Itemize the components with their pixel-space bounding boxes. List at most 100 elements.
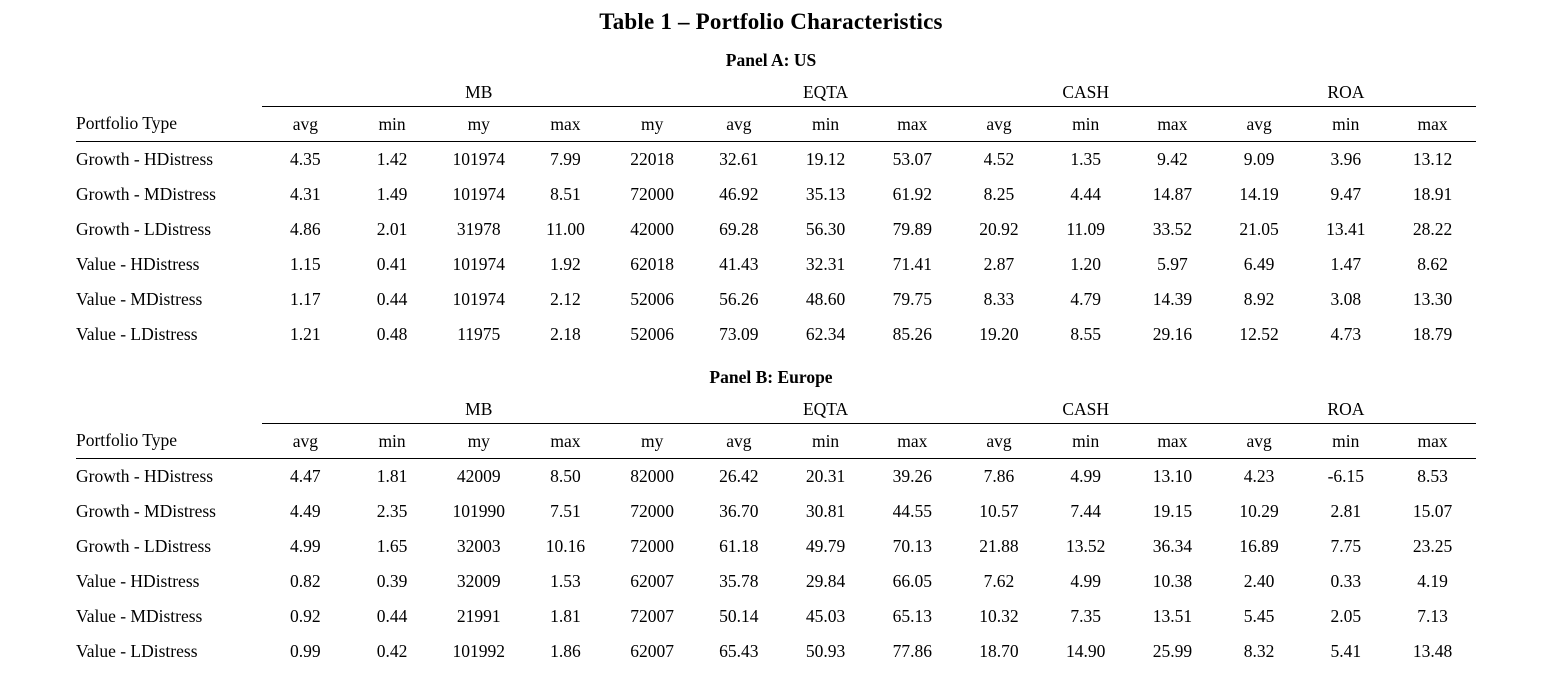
value-cell: 1.81 <box>550 606 581 626</box>
corner-cell <box>76 75 262 107</box>
column-header: min <box>1302 423 1390 459</box>
column-header: max <box>522 106 609 142</box>
value-cell: 29.16 <box>1152 324 1193 344</box>
value-cell: 101974 <box>452 184 506 204</box>
column-header: avg <box>955 423 1043 459</box>
panel-a-heading: Panel A: US <box>725 50 817 70</box>
group-header-row: MB EQTA CASH ROA <box>76 75 1476 107</box>
column-header: avg <box>262 106 349 142</box>
column-header: avg <box>695 423 783 459</box>
value-cell: 1.35 <box>1070 149 1101 169</box>
value-cell: 0.44 <box>376 289 408 309</box>
value-cell: 6.49 <box>1243 254 1275 274</box>
column-header: max <box>522 423 609 459</box>
value-cell: 2.05 <box>1330 606 1362 626</box>
value-cell: 101974 <box>452 289 506 309</box>
value-cell: 21.88 <box>979 536 1019 556</box>
value-cell: 52006 <box>630 289 675 309</box>
value-cell: 29.84 <box>805 571 846 591</box>
value-cell: 61.92 <box>892 184 932 204</box>
column-header: max <box>1389 106 1476 142</box>
value-cell: 39.26 <box>892 466 932 486</box>
column-header: avg <box>1215 106 1303 142</box>
value-cell: 20.92 <box>979 219 1019 239</box>
value-cell: 101990 <box>452 501 506 521</box>
value-cell: 8.55 <box>1070 324 1101 344</box>
column-header: min <box>782 106 869 142</box>
sub-header-row: Portfolio Type avg min my max my avg min max avg… <box>76 423 1476 459</box>
value-cell: 13.51 <box>1152 606 1193 626</box>
value-cell: 8.33 <box>983 289 1015 309</box>
portfolio-type-header: Portfolio Type <box>76 106 262 142</box>
value-cell: 50.93 <box>805 641 846 661</box>
value-cell: 14.90 <box>1065 641 1106 661</box>
value-cell: 46.92 <box>719 184 759 204</box>
value-cell: 9.47 <box>1330 184 1362 204</box>
value-cell: 13.12 <box>1412 149 1453 169</box>
value-cell: 0.48 <box>376 324 408 344</box>
group-header-mb: MB <box>262 392 696 424</box>
value-cell: 8.25 <box>983 184 1015 204</box>
value-cell: 1.49 <box>376 184 408 204</box>
value-cell: 35.78 <box>719 571 759 591</box>
value-cell: 11975 <box>457 324 501 344</box>
value-cell: 31978 <box>456 219 501 239</box>
value-cell: 4.31 <box>290 184 321 204</box>
value-cell: 4.44 <box>1070 184 1101 204</box>
column-header: max <box>868 423 956 459</box>
corner-cell <box>76 392 262 424</box>
value-cell: 9.42 <box>1157 149 1188 169</box>
value-cell: 1.86 <box>550 641 581 661</box>
value-cell: 1.42 <box>376 149 408 169</box>
value-cell: 33.52 <box>1152 219 1193 239</box>
table-row: Growth - MDistress 4.49 2.35 101990 7.51 7200… <box>76 494 1476 529</box>
portfolio-type-header: Portfolio Type <box>76 423 262 459</box>
value-cell: 53.07 <box>892 149 932 169</box>
group-header-row: MB EQTA CASH ROA <box>76 392 1476 424</box>
value-cell: 52006 <box>630 324 675 344</box>
column-header: my <box>435 423 523 459</box>
value-cell: 73.09 <box>719 324 759 344</box>
value-cell: 0.92 <box>290 606 321 626</box>
value-cell: 7.35 <box>1070 606 1101 626</box>
value-cell: 1.21 <box>290 324 321 344</box>
value-cell: 13.10 <box>1152 466 1193 486</box>
portfolio-type-cell: Value - MDistress <box>76 606 203 626</box>
value-cell: 82000 <box>630 466 675 486</box>
value-cell: 7.62 <box>983 571 1015 591</box>
value-cell: 0.41 <box>376 254 408 274</box>
value-cell: 10.57 <box>979 501 1019 521</box>
sub-header-row: Portfolio Type avg min my max my avg min max avg… <box>76 106 1476 142</box>
value-cell: 62007 <box>630 571 675 591</box>
value-cell: 13.41 <box>1326 219 1366 239</box>
value-cell: 41.43 <box>719 254 759 274</box>
value-cell: 4.19 <box>1417 571 1448 591</box>
value-cell: 77.86 <box>892 641 932 661</box>
value-cell: 101992 <box>452 641 506 661</box>
value-cell: 32003 <box>456 536 501 556</box>
value-cell: 35.13 <box>805 184 846 204</box>
column-header: my <box>608 106 696 142</box>
value-cell: 5.97 <box>1157 254 1188 274</box>
portfolio-type-cell: Growth - HDistress <box>76 149 214 169</box>
panel-b-table: MB EQTA CASH ROA Portfolio Type avg min my… <box>76 392 1476 669</box>
value-cell: 4.99 <box>1070 466 1101 486</box>
value-cell: 18.70 <box>979 641 1019 661</box>
column-header: avg <box>1215 423 1303 459</box>
value-cell: 79.75 <box>892 289 932 309</box>
value-cell: 50.14 <box>719 606 759 626</box>
group-header-roa: ROA <box>1215 75 1476 107</box>
group-header-roa: ROA <box>1215 392 1476 424</box>
value-cell: 1.20 <box>1070 254 1101 274</box>
table-row: Growth - HDistress 4.35 1.42 101974 7.99 2201… <box>76 142 1476 178</box>
portfolio-type-cell: Growth - MDistress <box>76 184 216 204</box>
value-cell: 1.47 <box>1330 254 1362 274</box>
value-cell: 14.19 <box>1239 184 1279 204</box>
value-cell: 10.16 <box>545 536 586 556</box>
value-cell: 56.30 <box>805 219 846 239</box>
value-cell: 36.34 <box>1152 536 1193 556</box>
value-cell: 4.86 <box>290 219 321 239</box>
value-cell: 10.29 <box>1239 501 1279 521</box>
value-cell: 26.42 <box>719 466 759 486</box>
column-header: max <box>1129 106 1216 142</box>
